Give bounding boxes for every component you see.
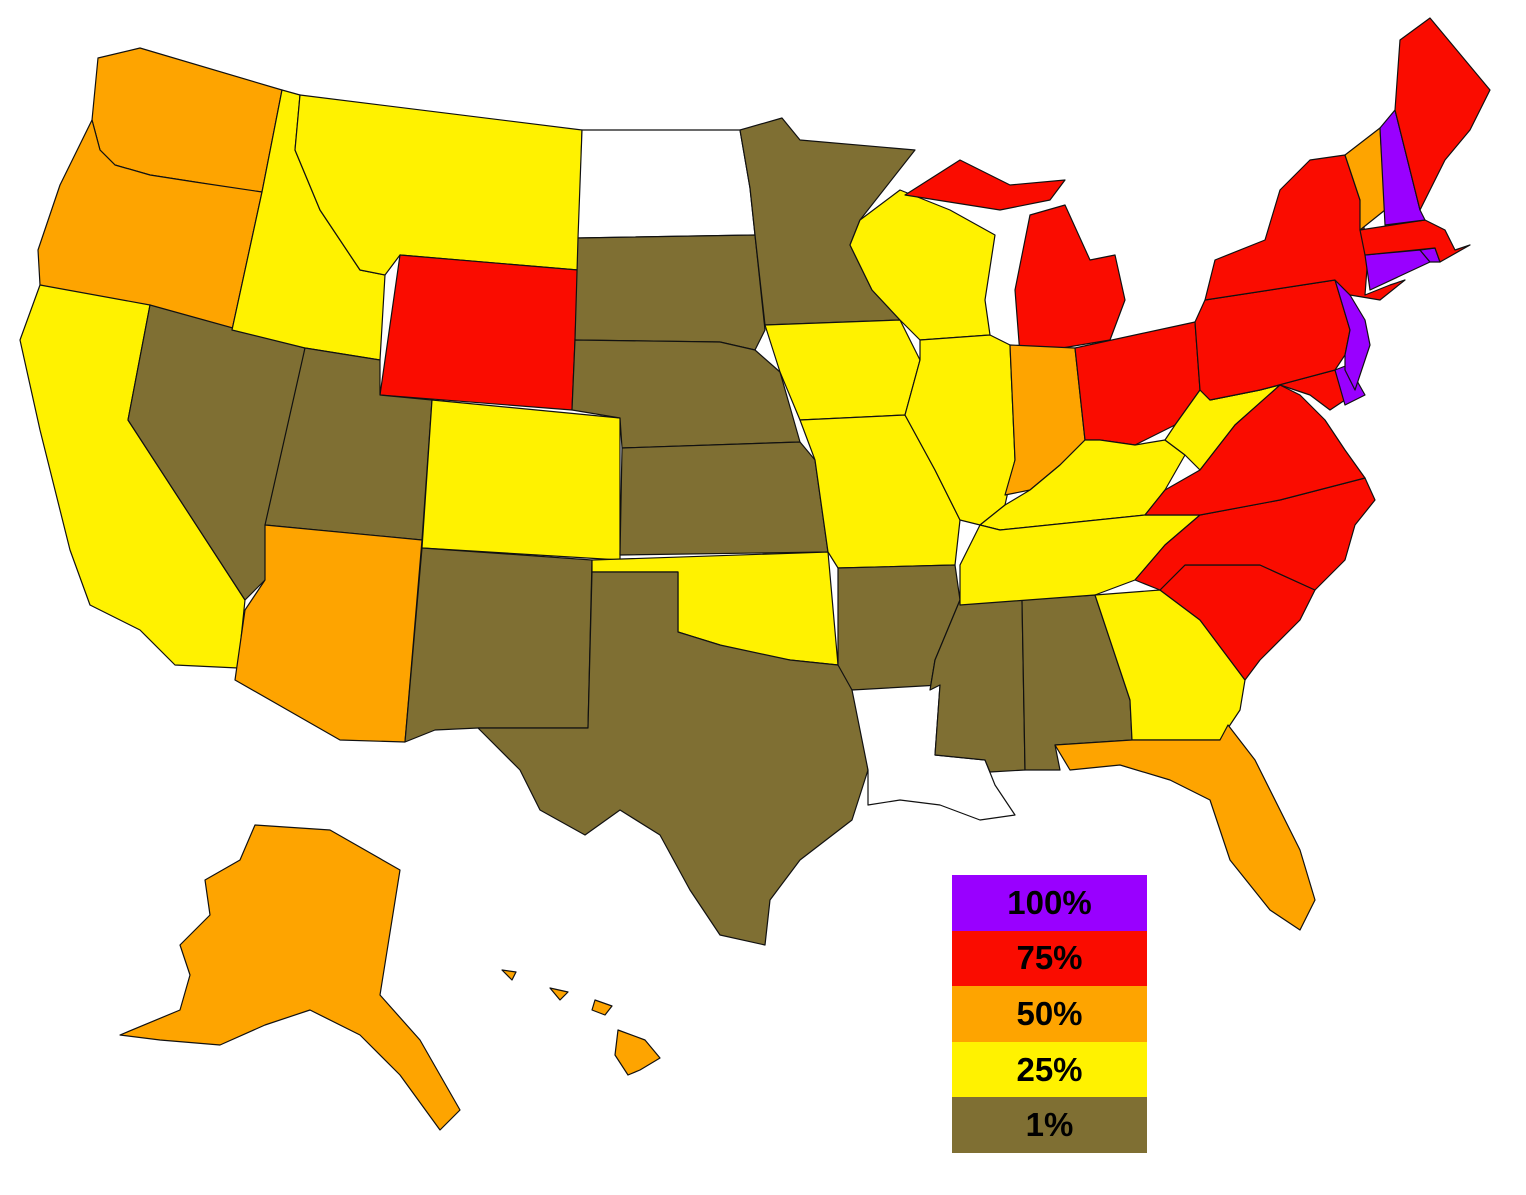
legend-label-75: 75%: [1016, 939, 1083, 977]
state-ma: [1359, 219, 1471, 263]
state-mi: [904, 159, 1126, 356]
state-nh: [1379, 109, 1426, 226]
state-hi: [501, 969, 661, 1076]
state-me: [1394, 17, 1491, 211]
legend-row-50: 50%: [952, 986, 1147, 1042]
legend-label-1: 1%: [1025, 1106, 1074, 1144]
state-vt: [1344, 127, 1386, 231]
state-wy: [379, 254, 579, 411]
legend-row-75: 75%: [952, 930, 1147, 987]
legend-label-25: 25%: [1016, 1050, 1083, 1088]
state-de: [1334, 364, 1366, 406]
legend-row-25: 25%: [952, 1041, 1147, 1098]
state-co: [421, 399, 621, 561]
state-tx: [477, 571, 869, 946]
state-sd: [574, 234, 766, 351]
state-fl: [1054, 724, 1316, 931]
legend-row-1: 1%: [952, 1097, 1147, 1153]
legend: 100% 75% 50% 25% 1%: [952, 875, 1147, 1153]
state-nm: [404, 547, 593, 743]
legend-label-50: 50%: [1016, 994, 1083, 1032]
state-nj: [1334, 279, 1371, 391]
state-ak: [119, 824, 461, 1131]
legend-row-100: 100%: [952, 875, 1147, 931]
legend-label-100: 100%: [1007, 883, 1092, 921]
state-va: [1144, 384, 1366, 516]
state-ks: [619, 441, 829, 556]
state-nd: [577, 129, 756, 239]
